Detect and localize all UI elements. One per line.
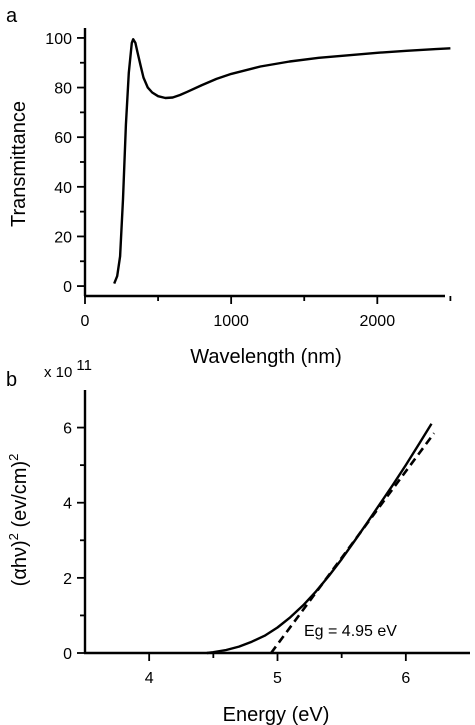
- absorption-curve: [206, 423, 433, 655]
- chart-b-y-tick-label: 0: [63, 646, 72, 663]
- chart-a-y-axis-title: Transmittance: [8, 101, 30, 227]
- panel-label-b: b: [6, 369, 17, 391]
- chart-b: b x 10 11 4 5 6 0 2 4 6 Eg = 4.95 eV Energy (e…: [6, 357, 470, 725]
- chart-a-y-tick-label: 40: [54, 180, 72, 197]
- chart-a-x-axis-title: Wavelength (nm): [190, 346, 342, 368]
- chart-a-y-tick-label: 0: [63, 279, 72, 296]
- chart-b-y-tick-label: 4: [63, 496, 72, 513]
- chart-b-y-axis-title: (αhν)2 (ev/cm)2: [6, 454, 31, 587]
- y-multiplier-base: x 10: [44, 364, 72, 381]
- chart-a-y-tick-label: 100: [45, 31, 72, 48]
- y-multiplier-exp: 11: [76, 357, 92, 374]
- chart-a-ticks: [77, 37, 452, 304]
- chart-b-y-tick-label: 6: [63, 421, 72, 438]
- transmittance-curve: [113, 38, 451, 285]
- panel-label-a: a: [6, 5, 18, 27]
- chart-b-y-tick-label: 2: [63, 571, 72, 588]
- chart-b-ticks: [77, 426, 407, 661]
- y-multiplier: x 10 11: [44, 357, 92, 381]
- chart-a-x-tick-label: 2000: [360, 313, 396, 330]
- chart-a-tick-labels: 0 1000 2000 0 20 40 60 80 100: [45, 31, 395, 330]
- chart-a-y-tick-label: 60: [54, 130, 72, 147]
- chart-b-x-tick-label: 5: [273, 670, 282, 687]
- chart-b-x-tick-label: 6: [401, 670, 410, 687]
- chart-a-x-tick-label: 0: [81, 313, 90, 330]
- chart-a-y-tick-label: 80: [54, 81, 72, 98]
- chart-b-x-axis-title: Energy (eV): [223, 704, 330, 725]
- bandgap-annotation: Eg = 4.95 eV: [304, 623, 397, 640]
- chart-a-x-tick-label: 1000: [213, 313, 249, 330]
- chart-b-x-tick-label: 4: [145, 670, 154, 687]
- chart-b-tick-labels: 4 5 6 0 2 4 6: [63, 421, 410, 687]
- bandgap-fit-line: [270, 432, 436, 654]
- chart-a-y-tick-label: 20: [54, 229, 72, 246]
